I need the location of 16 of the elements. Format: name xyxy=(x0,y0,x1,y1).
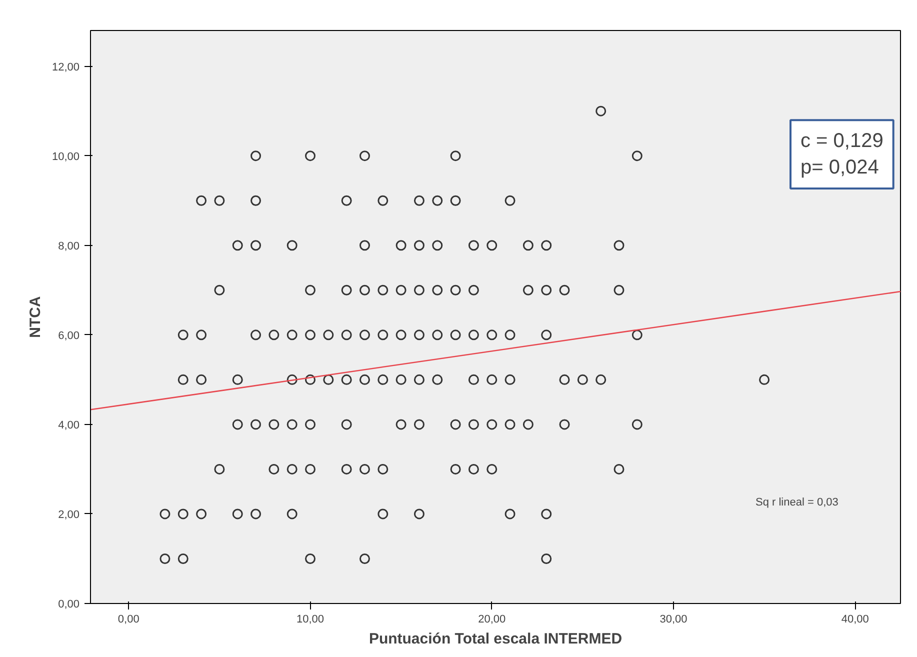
y-tick-label: 6,00 xyxy=(58,330,80,342)
x-tick-label: 30,00 xyxy=(660,614,688,626)
y-tick-label: 12,00 xyxy=(52,61,80,74)
y-tick-label: 8,00 xyxy=(58,240,80,252)
x-tick-label: 0,00 xyxy=(118,614,140,626)
annotation: Sq r lineal = 0,03 xyxy=(756,496,838,508)
y-tick-label: 4,00 xyxy=(58,419,80,432)
y-axis-title: NTCA xyxy=(26,296,44,338)
y-tick-label: 10,00 xyxy=(52,150,80,163)
x-tick-label: 10,00 xyxy=(296,614,324,626)
x-tick-label: 20,00 xyxy=(478,614,506,626)
y-tick-label: 0,00 xyxy=(58,598,80,610)
y-tick-label: 2,00 xyxy=(58,508,80,521)
x-axis-title: Puntuación Total escala INTERMED xyxy=(368,630,622,648)
annotation: c = 0,129 p= 0,024 xyxy=(800,130,884,178)
x-tick-label: 40,00 xyxy=(841,614,869,626)
